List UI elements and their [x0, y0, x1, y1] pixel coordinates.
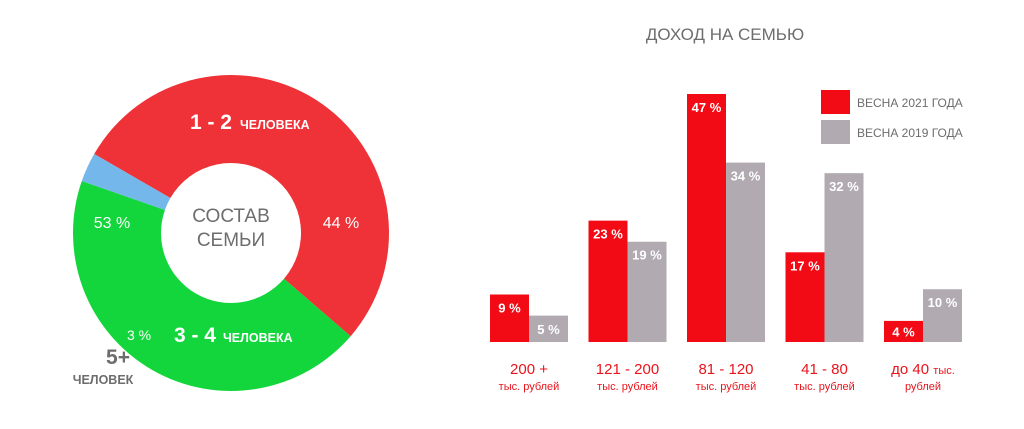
category-label: 41 - 80	[801, 361, 848, 378]
bar-2019-3	[726, 162, 765, 342]
category-sublabel: тыс. рублей	[794, 381, 855, 393]
slice-name-2: 3 - 4	[174, 324, 216, 347]
bar-2019-2	[627, 241, 667, 342]
donut-slice-1	[94, 75, 390, 337]
bar-2019-5	[923, 289, 962, 342]
data-label: 5 %	[537, 322, 560, 337]
bar-2021-4	[785, 252, 825, 342]
category-label: 121 - 200	[596, 361, 659, 378]
category-label: 200 +	[510, 361, 548, 378]
legend-swatch-1	[821, 90, 850, 114]
slice-name-suffix-1: ЧЕЛОВЕКА	[240, 118, 310, 132]
category-label: до 40 тыс.	[891, 361, 955, 378]
data-label: 19 %	[632, 248, 662, 263]
slice-name-suffix-2: ЧЕЛОВЕКА	[223, 331, 293, 345]
slice-value-3: 3 %	[127, 327, 151, 343]
data-label: 17 %	[790, 258, 820, 273]
category-sublabel: тыс. рублей	[499, 381, 560, 393]
bar-2021-3	[687, 94, 726, 342]
donut-slice-3	[81, 154, 171, 210]
chart-title: ДОХОД НА СЕМЬЮ	[646, 25, 804, 44]
bar-2021-1	[490, 294, 529, 342]
data-label: 32 %	[829, 179, 859, 194]
bar-2021-5	[884, 320, 923, 342]
slice-value-1: 53 %	[94, 215, 130, 232]
slice-name-1: 1 - 2	[190, 111, 232, 134]
slice-name-3: 5+	[106, 346, 130, 369]
category-sublabel: тыс. рублей	[597, 381, 658, 393]
bar-2019-4	[824, 173, 864, 342]
category-sublabel: тыс. рублей	[696, 381, 757, 393]
data-label: 34 %	[731, 169, 761, 184]
slice-value-2: 44 %	[323, 215, 359, 232]
donut-slice-2	[73, 181, 351, 391]
bar-2021-2	[588, 220, 628, 342]
slice-name-suffix-3: ЧЕЛОВЕК	[73, 373, 134, 387]
category-label: 81 - 120	[698, 361, 753, 378]
legend-label-2: ВЕСНА 2019 ГОДА	[857, 126, 963, 140]
category-sublabel: рублей	[905, 381, 941, 393]
legend-label-1: ВЕСНА 2021 ГОДА	[857, 96, 963, 110]
income-bar-chart: 9 % 5 % 200 + тыс. рублей 23 % 19 % 121 - 200 т…	[490, 94, 962, 393]
data-label: 4 %	[892, 324, 915, 339]
donut-center-label-line2: СЕМЬИ	[197, 230, 265, 251]
legend-swatch-2	[821, 120, 850, 144]
bar-2019-1	[529, 315, 568, 342]
data-label: 23 %	[593, 227, 623, 242]
data-label: 10 %	[928, 295, 958, 310]
family-composition-donut: 1 - 2 ЧЕЛОВЕКА 53 % 44 % 3 - 4 ЧЕЛОВЕКА 3 % 5+ Ч…	[73, 75, 390, 391]
donut-center-label-line1: СОСТАВ	[192, 206, 270, 227]
legend: ВЕСНА 2021 ГОДА ВЕСНА 2019 ГОДА	[821, 90, 963, 144]
data-label: 9 %	[498, 301, 521, 316]
data-label: 47 %	[692, 100, 722, 115]
